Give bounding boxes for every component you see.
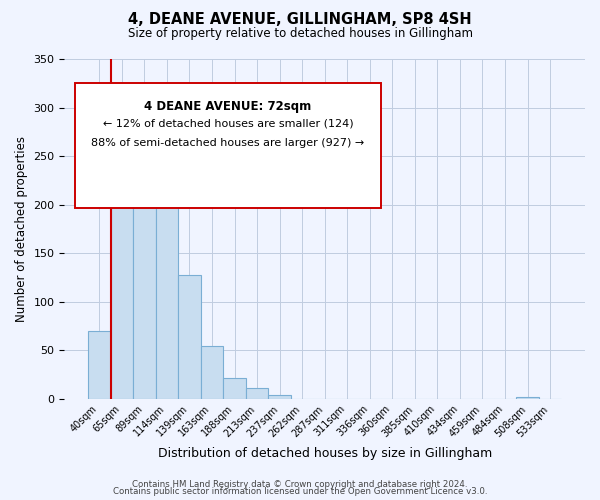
X-axis label: Distribution of detached houses by size in Gillingham: Distribution of detached houses by size … [158, 447, 492, 460]
Bar [516, 397, 539, 399]
Text: Contains public sector information licensed under the Open Government Licence v3: Contains public sector information licen… [113, 487, 487, 496]
Text: Contains HM Land Registry data © Crown copyright and database right 2024.: Contains HM Land Registry data © Crown c… [132, 480, 468, 489]
Bar [201, 346, 223, 399]
Bar [110, 156, 133, 399]
Bar [268, 395, 291, 399]
Y-axis label: Number of detached properties: Number of detached properties [15, 136, 28, 322]
Text: ← 12% of detached houses are smaller (124): ← 12% of detached houses are smaller (12… [103, 119, 353, 129]
Bar [223, 378, 246, 399]
Bar [133, 122, 155, 399]
Text: 4, DEANE AVENUE, GILLINGHAM, SP8 4SH: 4, DEANE AVENUE, GILLINGHAM, SP8 4SH [128, 12, 472, 28]
Bar [246, 388, 268, 399]
Bar [88, 331, 110, 399]
Bar [155, 170, 178, 399]
Text: Size of property relative to detached houses in Gillingham: Size of property relative to detached ho… [128, 28, 473, 40]
Text: 88% of semi-detached houses are larger (927) →: 88% of semi-detached houses are larger (… [91, 138, 365, 148]
Text: 4 DEANE AVENUE: 72sqm: 4 DEANE AVENUE: 72sqm [145, 100, 311, 113]
Bar [178, 274, 201, 399]
